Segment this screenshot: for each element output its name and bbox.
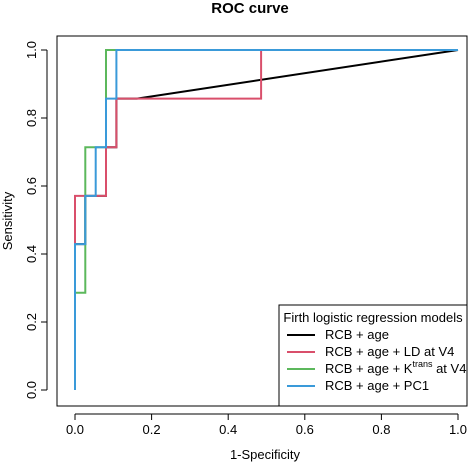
legend-box [278,304,468,407]
legend-entry-4: RCB + age + PC1 [325,378,429,393]
chart-title: ROC curve [211,0,289,17]
x-tick-label: 0.4 [219,422,237,437]
y-tick-label: 0.0 [24,381,39,399]
legend-entry-3: RCB + age + Ktrans at V4 [325,359,466,376]
y-axis-label: Sensitivity [0,191,15,250]
y-tick-label: 0.2 [24,313,39,331]
x-tick-label: 1.0 [449,422,467,437]
series-lines [74,49,459,390]
x-tick-label: 0.2 [143,422,161,437]
series-line-4 [74,49,458,390]
y-tick-label: 0.8 [24,109,39,127]
y-tick-label: 0.4 [24,245,39,263]
x-tick-label: 0.6 [296,422,314,437]
series-line-2 [74,49,458,390]
x-axis: 0.0 0.2 0.4 0.6 0.8 1.0 [66,413,467,437]
y-axis: 0.0 0.2 0.4 0.6 0.8 1.0 [24,41,48,399]
x-tick-label: 0.0 [66,422,84,437]
legend-entry-1: RCB + age [325,327,389,342]
legend: Firth logistic regression models RCB + a… [278,304,468,407]
x-axis-label: 1-Specificity [230,447,301,462]
y-tick-label: 0.6 [24,177,39,195]
legend-title: Firth logistic regression models [283,310,463,325]
plot-frame [56,35,468,407]
legend-entry-2: RCB + age + LD at V4 [325,344,454,359]
y-tick-label: 1.0 [24,41,39,59]
x-tick-label: 0.8 [372,422,390,437]
